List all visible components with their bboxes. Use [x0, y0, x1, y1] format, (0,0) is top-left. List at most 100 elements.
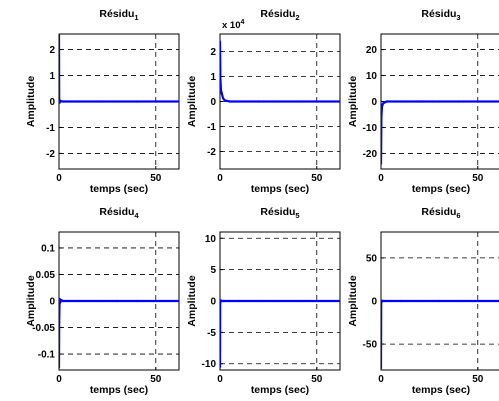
data-point — [457, 100, 460, 103]
y-tick-label: 0.1 — [41, 243, 55, 254]
data-point — [67, 100, 70, 103]
data-point — [238, 299, 241, 303]
y-axis-label: Amplitude — [186, 76, 198, 127]
y-tick-label: -10 — [202, 359, 217, 370]
y-tick-label: 0.05 — [36, 270, 56, 281]
y-tick-label: -0.1 — [38, 350, 56, 361]
y-tick-label: 0 — [210, 297, 216, 308]
subplot-5: -10 -5 0 5 10 0 50 Résidu5 temps (sec) Amplitude — [186, 206, 341, 396]
data-point — [135, 299, 138, 303]
data-point — [383, 299, 386, 303]
data-point — [315, 299, 318, 303]
x-axis-label: temps (sec) — [412, 183, 470, 195]
data-point — [399, 299, 402, 303]
data-point — [220, 40, 222, 43]
data-point — [381, 102, 385, 105]
data-point — [67, 299, 70, 303]
y-tick-label: -1 — [46, 123, 55, 134]
y-tick-label: 2 — [49, 45, 55, 56]
x-tick-label: 0 — [217, 374, 223, 385]
data-point — [338, 100, 340, 103]
y-axis-label: Amplitude — [25, 76, 37, 127]
data-point — [389, 299, 392, 303]
subplot-1: -2 -1 0 1 2 0 50 Résidu1 temps (sec) Amplitude — [25, 8, 180, 195]
y-tick-label: -10 — [363, 123, 378, 134]
y-tick-label: -5 — [207, 328, 216, 339]
x-tick-label: 50 — [150, 374, 162, 385]
data-point — [296, 299, 299, 303]
subplot-2: -2 -1 0 1 2 0 50 Résidu2 x 104 temps (sec) Amplitu… — [186, 8, 341, 195]
data-point — [115, 299, 119, 303]
y-tick-label: -2 — [46, 149, 55, 160]
data-point — [59, 100, 63, 103]
data-point — [338, 299, 340, 303]
y-axis-label: Amplitude — [347, 76, 359, 127]
data-point — [77, 100, 80, 103]
x-axis-label: temps (sec) — [412, 384, 470, 396]
data-point — [220, 365, 222, 368]
data-point — [154, 299, 157, 303]
data-point — [135, 100, 138, 103]
y-tick-label: 50 — [366, 253, 378, 264]
y-tick-label: 10 — [205, 234, 217, 245]
data-point — [59, 366, 61, 369]
x-tick-label: 0 — [56, 374, 62, 385]
subplot-title: Résidu4 — [99, 206, 139, 220]
data-point — [476, 100, 479, 103]
data-point — [381, 105, 384, 108]
y-tick-label: -0.05 — [32, 323, 55, 334]
y-tick-label: 10 — [366, 71, 378, 82]
data-point — [381, 162, 383, 165]
data-point — [381, 367, 383, 370]
y-tick-label: 5 — [210, 265, 216, 276]
data-point — [418, 299, 421, 303]
x-tick-label: 0 — [217, 173, 223, 184]
y-tick-label: 2 — [210, 47, 216, 58]
axis-exponent-label: x 104 — [222, 19, 245, 31]
data-point — [224, 99, 227, 102]
data-point — [228, 100, 231, 103]
data-point — [381, 299, 385, 303]
data-point — [418, 100, 421, 103]
data-point — [381, 302, 383, 305]
data-point — [238, 100, 241, 103]
subplot-title: Résidu5 — [260, 206, 299, 220]
data-point — [220, 299, 224, 303]
x-tick-label: 50 — [472, 173, 484, 184]
data-point — [257, 299, 260, 303]
x-tick-label: 50 — [150, 173, 162, 184]
data-point — [383, 101, 386, 104]
data-point — [457, 299, 460, 303]
y-tick-label: 1 — [210, 72, 216, 83]
data-point — [154, 100, 157, 103]
data-point — [228, 299, 231, 303]
data-point — [437, 299, 441, 303]
y-tick-label: 0 — [371, 97, 377, 108]
y-axis-label: Amplitude — [347, 275, 359, 326]
data-point — [177, 299, 179, 303]
y-tick-label: -50 — [363, 340, 378, 351]
x-tick-label: 0 — [378, 374, 384, 385]
data-point — [220, 92, 224, 96]
data-point — [220, 89, 223, 92]
subplot-title: Résidu1 — [99, 8, 138, 22]
data-point — [220, 301, 222, 304]
data-point — [315, 100, 318, 103]
data-point — [437, 100, 441, 103]
y-tick-label: -20 — [363, 149, 378, 160]
data-point — [381, 115, 383, 119]
x-axis-label: temps (sec) — [251, 183, 309, 195]
y-axis-label: Amplitude — [186, 275, 198, 326]
y-tick-label: -1 — [207, 122, 216, 133]
data-point — [222, 299, 225, 303]
y-tick-label: 0 — [49, 297, 55, 308]
x-tick-label: 50 — [472, 374, 484, 385]
data-point — [385, 100, 388, 103]
data-point — [115, 100, 119, 103]
data-point — [220, 77, 222, 81]
data-point — [61, 100, 64, 103]
y-tick-label: 20 — [366, 45, 378, 56]
data-point — [476, 299, 479, 303]
x-axis-label: temps (sec) — [251, 384, 309, 396]
